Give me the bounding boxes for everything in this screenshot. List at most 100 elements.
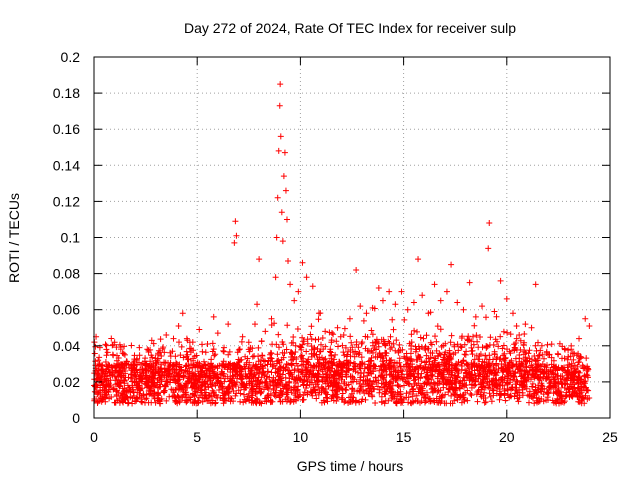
data-point	[375, 285, 382, 292]
data-point	[256, 256, 263, 263]
data-point	[322, 328, 329, 335]
data-point	[340, 331, 347, 338]
data-point	[479, 303, 486, 310]
data-point	[278, 209, 285, 216]
data-point	[251, 321, 258, 328]
x-tick-label: 25	[602, 429, 618, 445]
y-tick-label: 0.06	[53, 302, 80, 318]
x-tick-label: 15	[396, 429, 412, 445]
data-point	[346, 315, 353, 322]
data-point	[503, 295, 510, 302]
data-point	[472, 313, 479, 320]
data-point	[404, 306, 411, 313]
data-point	[425, 310, 432, 317]
data-point	[121, 351, 128, 358]
data-point	[532, 281, 539, 288]
data-point	[273, 234, 280, 241]
data-point	[491, 308, 498, 315]
data-point	[95, 357, 102, 364]
data-point	[353, 266, 360, 273]
chart-title: Day 272 of 2024, Rate Of TEC Index for r…	[184, 20, 516, 36]
data-point	[196, 326, 203, 333]
data-point	[538, 342, 545, 349]
data-point	[239, 333, 246, 340]
data-point	[111, 339, 118, 346]
data-point	[276, 102, 283, 109]
data-point	[233, 232, 240, 239]
dense-marker-path	[91, 305, 593, 407]
data-point	[415, 256, 422, 263]
data-point	[268, 315, 275, 322]
data-point	[357, 303, 364, 310]
data-point	[516, 331, 523, 338]
data-point	[460, 306, 467, 313]
data-point	[398, 288, 405, 295]
data-points	[91, 81, 593, 389]
data-point	[214, 330, 221, 337]
data-point	[392, 301, 399, 308]
data-point	[204, 340, 211, 347]
x-tick-label: 10	[293, 429, 309, 445]
data-point	[386, 288, 393, 295]
data-point	[295, 288, 302, 295]
data-point	[154, 359, 161, 366]
data-point	[485, 245, 492, 252]
data-point	[431, 281, 438, 288]
data-point	[509, 310, 516, 317]
data-point	[486, 220, 493, 227]
data-point	[282, 187, 289, 194]
data-point	[582, 315, 589, 322]
data-point	[363, 310, 370, 317]
x-tick-label: 20	[499, 429, 515, 445]
data-point	[245, 346, 252, 353]
y-tick-label: 0.1	[61, 230, 81, 246]
data-point	[522, 321, 529, 328]
dense-noise-band	[91, 305, 593, 407]
y-tick-label: 0	[72, 410, 80, 426]
data-point	[279, 238, 286, 245]
data-point	[299, 259, 306, 266]
data-point	[231, 239, 238, 246]
data-point	[262, 328, 269, 335]
data-point	[303, 274, 310, 281]
data-point	[281, 149, 288, 156]
data-point	[334, 324, 341, 331]
data-point	[309, 283, 316, 290]
x-axis-label: GPS time / hours	[297, 458, 404, 474]
data-point	[136, 344, 143, 351]
data-point	[443, 288, 450, 295]
data-point	[586, 322, 593, 329]
data-point	[448, 261, 455, 268]
data-point	[328, 339, 335, 346]
y-axis-label: ROTI / TECUs	[6, 193, 22, 283]
data-point	[169, 348, 176, 355]
y-tick-label: 0.12	[53, 193, 80, 209]
data-point	[221, 344, 228, 351]
data-point	[274, 194, 281, 201]
y-tick-label: 0.14	[53, 157, 80, 173]
data-point	[115, 364, 122, 371]
x-tick-label: 0	[90, 429, 98, 445]
data-point	[99, 369, 106, 376]
data-point	[315, 310, 322, 317]
data-point	[287, 281, 294, 288]
data-point	[283, 216, 290, 223]
data-point	[183, 335, 190, 342]
data-point	[232, 218, 239, 225]
data-point	[285, 257, 292, 264]
data-point	[576, 335, 583, 342]
data-point	[419, 292, 426, 299]
data-point	[254, 301, 261, 308]
data-point	[561, 355, 568, 362]
y-tick-label: 0.08	[53, 266, 80, 282]
data-point	[379, 297, 386, 304]
data-point	[107, 377, 114, 384]
data-point	[466, 279, 473, 286]
y-tick-label: 0.16	[53, 121, 80, 137]
data-point	[128, 371, 135, 378]
data-point	[291, 297, 298, 304]
data-point	[569, 350, 576, 357]
y-tick-label: 0.18	[53, 85, 80, 101]
data-point	[163, 331, 170, 338]
